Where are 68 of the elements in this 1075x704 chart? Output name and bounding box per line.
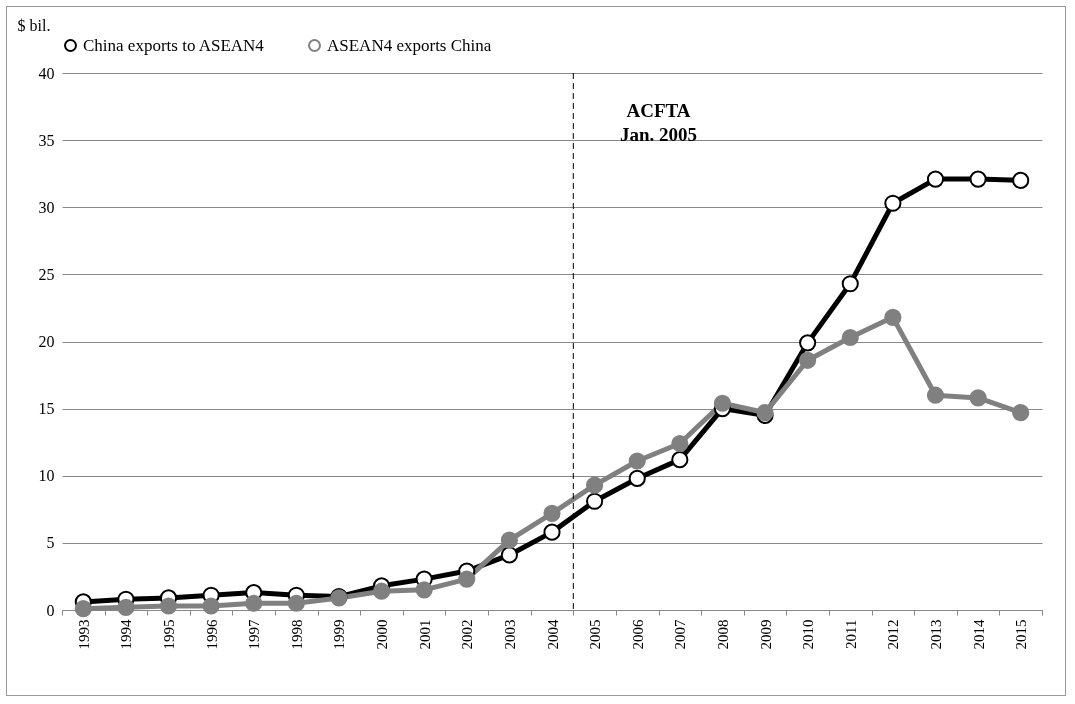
point — [969, 170, 987, 188]
point — [671, 434, 689, 453]
x-tick-label: 2010 — [800, 619, 817, 650]
point — [969, 389, 987, 407]
point — [74, 600, 92, 618]
x-tick-label: 1999 — [331, 619, 348, 650]
point — [245, 594, 263, 612]
point — [628, 452, 646, 470]
point — [543, 504, 561, 522]
point — [1012, 171, 1030, 189]
point — [500, 546, 518, 564]
point — [884, 308, 902, 326]
legend-label: China exports to ASEAN4 — [83, 35, 265, 55]
y-tick-label: 10 — [38, 467, 55, 485]
x-tick-label: 2001 — [416, 619, 433, 650]
y-tick-label: 30 — [38, 198, 55, 216]
x-tick-label: 2002 — [459, 619, 476, 650]
x-tick-label: 2011 — [842, 619, 859, 649]
point — [841, 328, 859, 347]
point — [884, 194, 902, 212]
point — [287, 594, 305, 612]
point — [713, 394, 732, 412]
x-tick-label: 2004 — [544, 619, 561, 650]
x-tick-label: 2003 — [501, 619, 518, 650]
point — [159, 597, 178, 615]
point — [799, 334, 817, 352]
point — [628, 469, 646, 487]
point — [926, 386, 945, 404]
x-tick-label: 1998 — [288, 619, 305, 650]
x-tick-label: 1996 — [203, 619, 220, 650]
x-tick-label: 2009 — [757, 619, 774, 650]
y-tick-label: 20 — [38, 333, 55, 350]
y-tick-label: 40 — [38, 64, 55, 82]
point — [799, 351, 817, 369]
y-tick-label: 0 — [46, 601, 55, 619]
y-tick-label: 15 — [38, 400, 55, 418]
point — [586, 476, 604, 494]
x-tick-label: 2005 — [587, 619, 604, 650]
x-tick-label: 2008 — [714, 619, 731, 650]
ref-line-label: ACFTA Jan. 2005 — [619, 99, 698, 145]
x-tick-label: 1997 — [246, 619, 263, 650]
point — [543, 523, 561, 541]
point — [202, 597, 220, 615]
x-tick-label: 1995 — [161, 619, 178, 650]
x-tick-label: 1993 — [75, 619, 92, 650]
y-tick-label: 35 — [38, 131, 55, 149]
x-tick-label: 2000 — [374, 619, 391, 650]
x-tick-label: 1994 — [118, 619, 135, 650]
y-tick-label: 25 — [38, 265, 55, 283]
legend-label: ASEAN4 exports China — [327, 35, 492, 55]
x-tick-label: 2012 — [885, 619, 902, 650]
point — [500, 531, 518, 549]
x-tick-label: 2007 — [672, 619, 689, 650]
point — [372, 582, 391, 600]
y-tick-label: 5 — [46, 534, 55, 552]
point — [1012, 404, 1030, 422]
point — [671, 451, 689, 469]
x-tick-label: 2013 — [927, 619, 944, 650]
y-axis-title: $ bil. — [17, 16, 51, 34]
point — [926, 170, 945, 188]
point — [415, 581, 433, 599]
point — [841, 275, 859, 293]
point — [586, 492, 604, 510]
point — [458, 570, 476, 588]
x-tick-label: 2014 — [970, 619, 987, 650]
x-tick-label: 2015 — [1013, 619, 1030, 650]
x-tick-label: 2006 — [629, 619, 646, 650]
point — [117, 598, 135, 616]
